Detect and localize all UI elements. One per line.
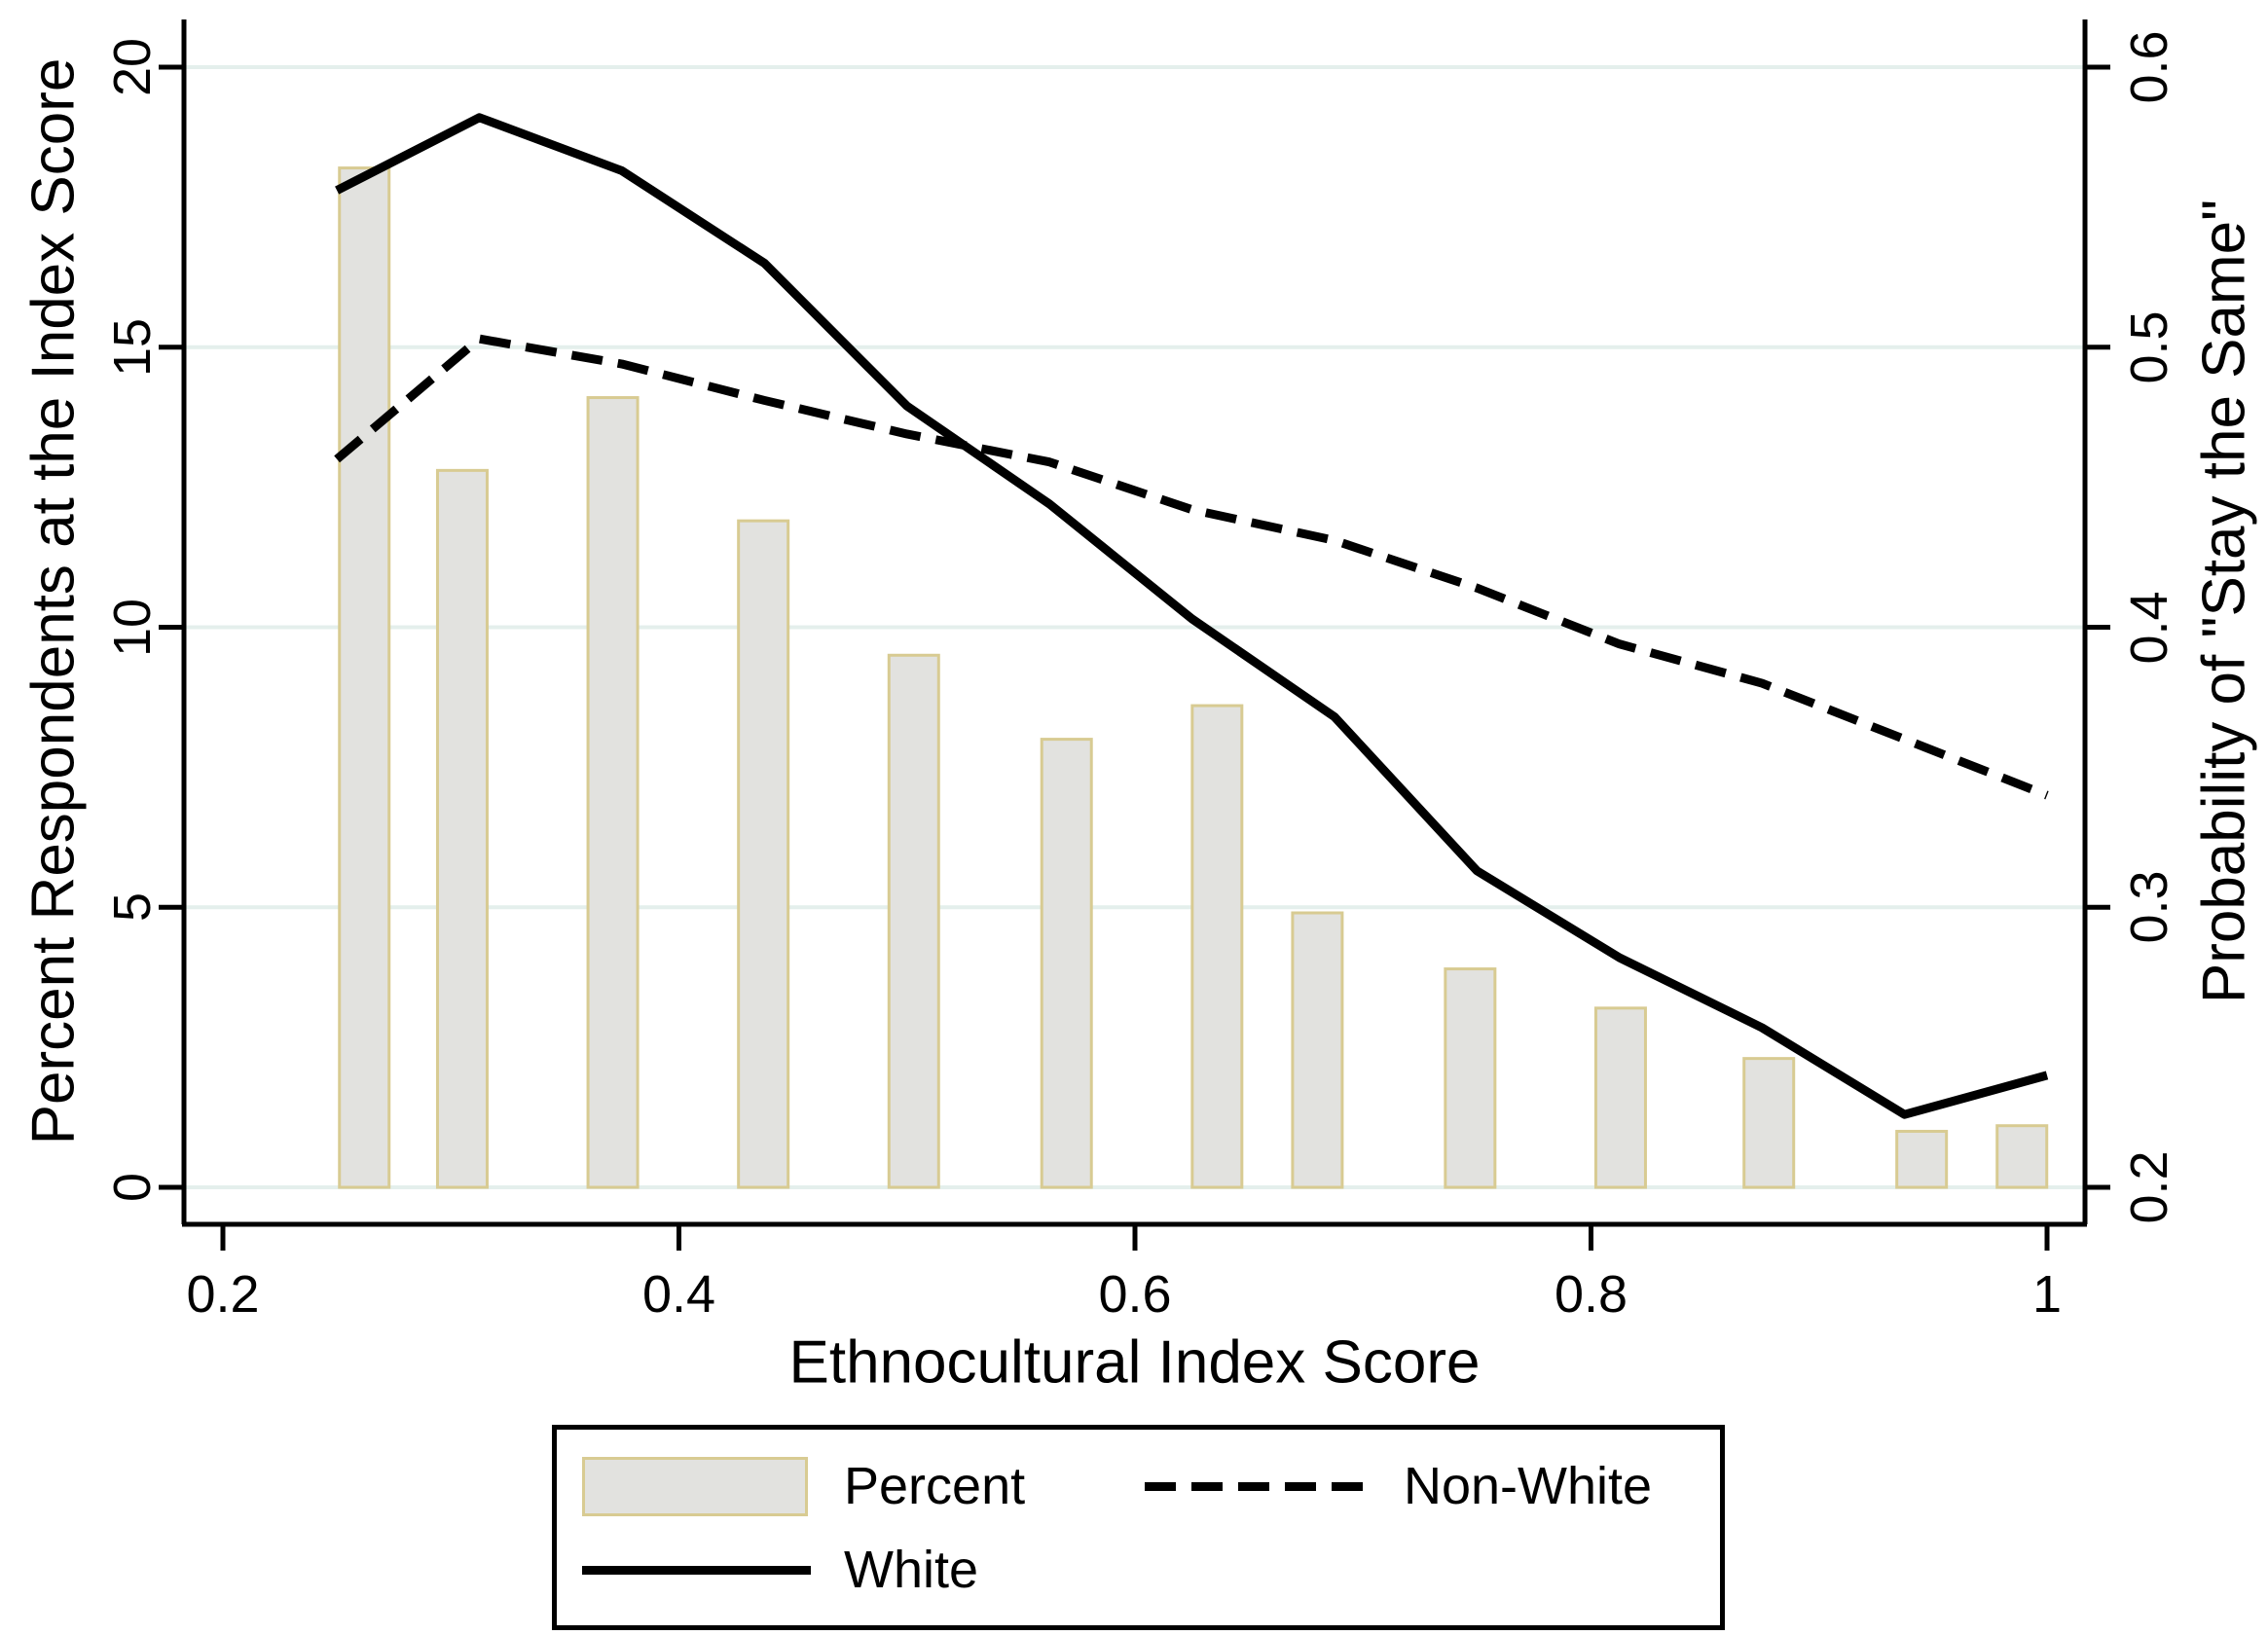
legend-solid-line-swatch (582, 1566, 811, 1575)
legend: Percent Non-White White (552, 1425, 1725, 1630)
left-axis-tick-label: 0 (103, 1172, 162, 1203)
legend-label-white: White (844, 1541, 979, 1599)
percent-bar (887, 653, 940, 1189)
x-axis-tick-label: 0.8 (1554, 1265, 1628, 1324)
percent-bar (737, 519, 790, 1189)
percent-bar (435, 468, 489, 1189)
right-axis-tick-label: 0.2 (2120, 1150, 2178, 1224)
x-axis-title: Ethnocultural Index Score (788, 1328, 1481, 1397)
right-axis-tick-label: 0.5 (2120, 310, 2178, 384)
x-axis-tick-label: 0.4 (641, 1265, 716, 1324)
legend-dashed-line-swatch (1145, 1482, 1371, 1491)
percent-bar (1291, 911, 1344, 1189)
x-axis-tick-label: 0.6 (1098, 1265, 1172, 1324)
percent-bar (1040, 738, 1093, 1189)
right-axis-tick-label: 0.4 (2120, 590, 2178, 665)
right-axis-tick-label: 0.3 (2120, 870, 2178, 944)
left-axis-tick-label: 10 (103, 598, 162, 657)
percent-bar (1190, 704, 1244, 1189)
percent-bar (586, 396, 640, 1189)
left-axis-tick-label: 20 (103, 37, 162, 97)
percent-bar (1593, 1006, 1647, 1189)
left-axis-tick-label: 15 (103, 317, 162, 377)
non-white-line (334, 334, 2049, 800)
legend-label-nonwhite: Non-White (1404, 1457, 1653, 1515)
white-line (335, 113, 2049, 1119)
percent-bar (1444, 967, 1497, 1189)
right-axis-tick-label: 0.6 (2120, 30, 2178, 104)
left-axis-tick-label: 5 (103, 892, 162, 923)
x-axis-tick-label: 0.2 (186, 1265, 260, 1324)
legend-bar-swatch (582, 1456, 808, 1516)
percent-bar (338, 166, 391, 1189)
legend-label-percent: Percent (844, 1457, 1026, 1515)
percent-bar (1895, 1129, 1949, 1189)
x-axis-tick-label: 1 (2031, 1265, 2063, 1324)
percent-bar (1742, 1057, 1796, 1189)
left-y-axis-title: Percent Respondents at the Index Score (19, 57, 88, 1145)
right-y-axis-title: Probability of "Stay the Same" (2190, 199, 2258, 1004)
percent-bar (1995, 1124, 2049, 1189)
